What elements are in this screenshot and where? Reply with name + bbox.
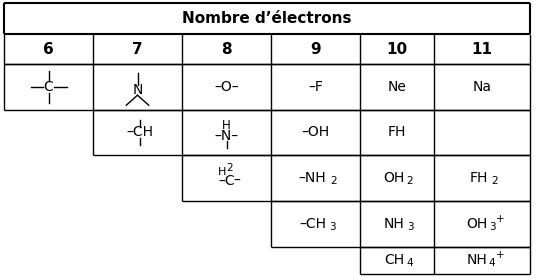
Text: Na: Na <box>473 80 492 94</box>
Text: +: + <box>496 214 504 224</box>
Text: 8: 8 <box>221 41 232 56</box>
Text: 4: 4 <box>407 259 413 269</box>
Text: 9: 9 <box>310 41 321 56</box>
Text: –CH: –CH <box>126 125 153 140</box>
Text: 2: 2 <box>226 163 233 173</box>
Text: –CH: –CH <box>299 217 326 231</box>
Text: 2: 2 <box>330 176 337 186</box>
Text: CH: CH <box>384 254 404 267</box>
Text: 2: 2 <box>492 176 498 186</box>
Text: 3: 3 <box>407 222 413 232</box>
Text: –C: –C <box>218 174 235 188</box>
Text: –N–: –N– <box>214 129 239 143</box>
Text: 11: 11 <box>472 41 493 56</box>
Text: –NH: –NH <box>299 171 326 185</box>
Text: NH: NH <box>467 254 487 267</box>
Text: FH: FH <box>388 125 406 140</box>
Text: H: H <box>222 119 231 132</box>
Text: OH: OH <box>466 217 488 231</box>
Text: OH: OH <box>383 171 405 185</box>
Text: –O–: –O– <box>214 80 239 94</box>
Text: Ne: Ne <box>388 80 406 94</box>
Text: –OH: –OH <box>301 125 330 140</box>
Text: Nombre d’électrons: Nombre d’électrons <box>182 11 352 26</box>
Text: –F: –F <box>308 80 323 94</box>
Text: –: – <box>233 174 240 188</box>
Text: FH: FH <box>470 171 488 185</box>
Text: 3: 3 <box>489 222 495 232</box>
Text: +: + <box>496 250 504 260</box>
Text: N: N <box>132 83 143 97</box>
Text: NH: NH <box>384 217 404 231</box>
Text: 6: 6 <box>43 41 54 56</box>
Text: 3: 3 <box>329 222 336 232</box>
Text: H: H <box>218 167 227 177</box>
Text: 4: 4 <box>489 259 495 269</box>
Text: 2: 2 <box>407 176 413 186</box>
Text: C: C <box>43 80 54 94</box>
Text: 7: 7 <box>132 41 143 56</box>
Text: 10: 10 <box>386 41 407 56</box>
